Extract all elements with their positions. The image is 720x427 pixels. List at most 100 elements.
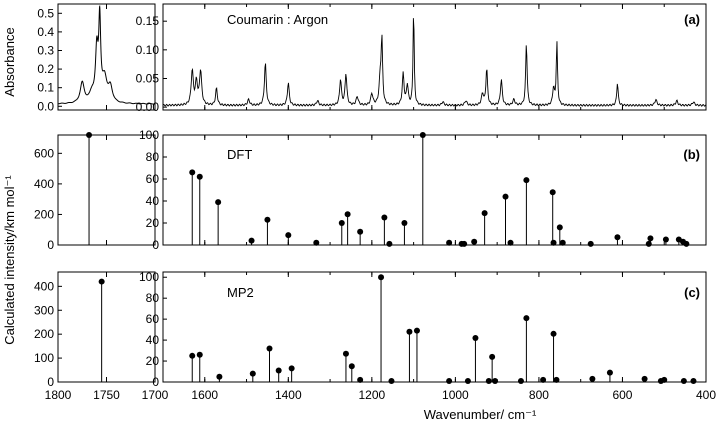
right-xtick-label: 800 [529,388,549,402]
panel-c-right-peak-marker [249,370,256,377]
panel-b-right-peak-marker [419,132,426,138]
absorbance-axis-label: Absorbance [2,27,17,96]
panel-b-right-peak-marker [502,193,509,200]
panel-b-right-ytick-label: 20 [146,216,160,230]
panel-b-right-peak-marker [550,239,557,246]
panel-c-right-peak-marker [348,363,355,370]
panel-c-right-peak-marker [446,377,453,384]
panel-a-right-spectrum [162,18,707,107]
panel-b-right-peak-marker [381,214,388,221]
panel-b-right-ytick-label: 60 [146,172,160,186]
panel-b-tag: (b) [683,147,700,162]
panel-c-right-peak-marker [342,350,349,357]
panel-c-right-peak-marker [540,376,547,383]
panel-a-right-frame [162,3,707,111]
panel-a-sample-label: Coumarin : Argon [227,12,328,27]
panel-b-right-peak-marker [189,169,196,176]
panel-c-method-label: MP2 [227,285,254,300]
right-xtick-label: 600 [612,388,632,402]
right-xtick-label: 400 [696,388,716,402]
panel-b-right-peak-marker [264,216,271,223]
panel-a-right-ytick-label: 0.05 [136,71,160,85]
panel-c-right-peak-marker [216,373,223,380]
panel-c-right-peak-marker [378,274,385,281]
panel-c-left-ytick-label: 0 [47,375,54,389]
panel-c-right-ytick-label: 40 [146,333,160,347]
panel-c-right-peak-marker [266,345,273,352]
panel-c-right-ytick-label: 80 [146,291,160,305]
panel-b-right-peak-marker [614,234,621,241]
panel-b-right-peak-marker [401,220,408,226]
panel-c-right-peak-marker [492,377,499,384]
panel-c-right-peak-marker [189,352,196,359]
panel-a-right-ytick-label: 0.10 [136,43,160,57]
panel-c-right-peak-marker [485,377,492,384]
panel-b-right-peak-marker [556,224,563,231]
panel-c-left-ytick-label: 300 [34,303,54,317]
panel-b-right-peak-marker [461,240,468,247]
panel-c-right-peak-marker [517,377,524,384]
panel-c-right-ytick-label: 0 [152,375,159,389]
panel-b-right-peak-marker [196,173,203,180]
left-xtick-label: 1700 [142,388,169,402]
panel-b-left-frame [57,134,156,246]
panel-b-left-ytick-label: 400 [34,177,54,191]
wavenumber-axis-label: Wavenumber/ cm⁻¹ [424,407,537,422]
panel-b-right-peak-marker [471,238,478,245]
panel-b-right-peak-marker [215,199,222,206]
panel-c-right-frame [162,271,707,383]
panel-a-left-ytick-label: 0.0 [37,99,54,113]
panel-b-right-peak-marker [647,235,654,242]
panel-b-right-ytick-label: 0 [152,238,159,252]
panel-c-right-peak-marker [275,367,282,374]
intensity-axis-label: Calculated intensity/km mol⁻¹ [2,175,17,345]
panel-c-right-peak-marker [489,353,496,360]
panel-c-right-peak-marker [464,377,471,384]
panel-a-right-ytick-label: 0.00 [136,100,160,114]
panel-a-left-ytick-label: 0.4 [37,25,54,39]
panel-b-right-ytick-label: 80 [146,150,160,164]
panel-c-right-peak-marker [472,335,479,341]
panel-c-right-peak-marker [288,365,295,372]
panel-b-right-ytick-label: 100 [139,128,159,142]
panel-c-right-peak-marker [406,328,413,335]
panel-c-tag: (c) [684,285,700,300]
panel-b-right-peak-marker [446,239,453,246]
panel-b-right-peak-marker [549,189,556,196]
panel-c-right-ytick-label: 20 [146,354,160,368]
panel-a-left-ytick-label: 0.3 [37,43,54,57]
panel-c-right-peak-marker [357,376,364,383]
panel-b-right-peak-marker [338,220,345,226]
panel-c-left-frame [57,271,156,383]
right-xtick-label: 1600 [191,388,218,402]
panel-c-right-peak-marker [413,327,420,334]
panel-c-right-peak-marker [196,351,203,358]
panel-c-right-peak-marker [523,315,530,322]
panel-c-right-peak-marker [550,330,557,337]
panel-c-right-peak-marker [388,377,395,384]
panel-c-right-peak-marker [680,377,687,384]
panel-b-right-peak-marker [683,240,690,247]
panel-b-left-ytick-label: 600 [34,146,54,160]
panel-b-right-peak-marker [587,240,594,247]
panel-a-left-ytick-label: 0.2 [37,62,54,76]
panel-b-left-peak-marker [86,132,93,138]
panel-b-left-ytick-label: 200 [34,207,54,221]
left-xtick-label: 1800 [45,388,72,402]
panel-a-tag: (a) [684,12,700,27]
panel-b-right-peak-marker [344,211,351,218]
panel-b-right-peak-marker [285,232,292,239]
panel-c-left-ytick-label: 100 [34,351,54,365]
panel-c-right-peak-marker [606,369,613,376]
panel-b-right-peak-marker [386,240,393,247]
panel-b-method-label: DFT [227,147,252,162]
panel-c-left-peak-marker [98,278,105,285]
panel-b-right-peak-marker [507,239,514,246]
panel-b-right-peak-marker [662,236,669,243]
panel-b-right-peak-marker [523,177,530,184]
right-xtick-label: 1000 [442,388,469,402]
panel-a-left-ytick-label: 0.5 [37,6,54,20]
panel-a-left-spectrum [58,4,156,105]
panel-b-right-peak-marker [313,239,320,246]
right-xtick-label: 1400 [275,388,302,402]
